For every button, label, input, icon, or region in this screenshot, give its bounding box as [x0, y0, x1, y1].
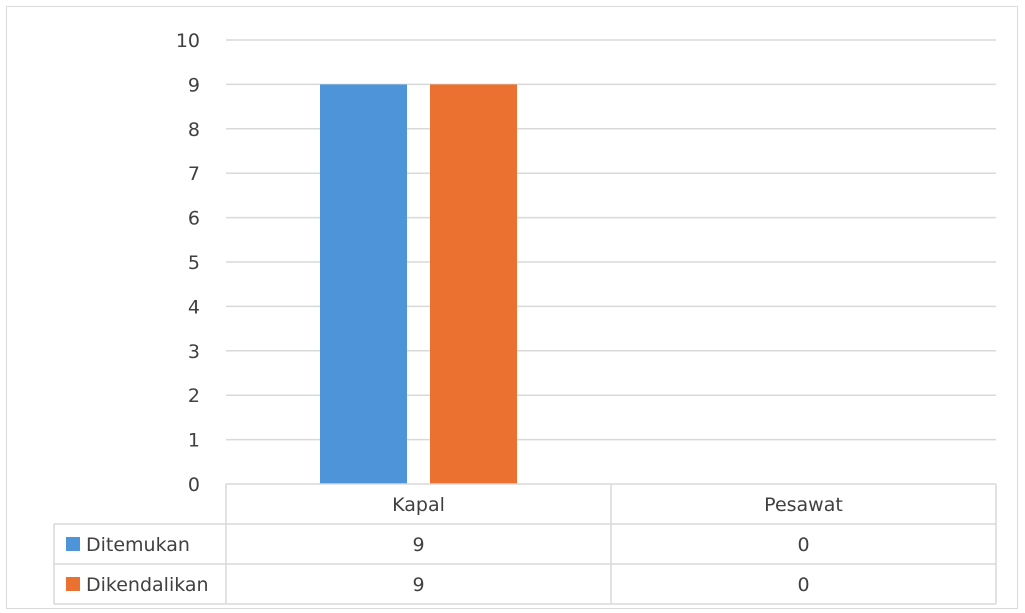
bars	[320, 84, 517, 485]
y-tick-label: 7	[188, 163, 200, 185]
y-tick-label: 10	[176, 30, 200, 52]
category-label: Kapal	[392, 494, 445, 516]
legend-key	[66, 537, 80, 551]
y-tick-label: 3	[188, 341, 200, 363]
y-tick-label: 4	[188, 296, 200, 318]
y-tick-label: 0	[188, 474, 200, 496]
y-tick-label: 8	[188, 119, 200, 141]
series-label: Ditemukan	[86, 534, 190, 556]
y-axis-ticks: 0 1 2 3 4 5 6 7 8 9 10	[176, 30, 200, 496]
table-cell-value: 9	[412, 534, 424, 556]
table-cell-value: 9	[412, 574, 424, 596]
bar-dikendalikan-kapal	[430, 84, 517, 485]
series-label: Dikendalikan	[86, 574, 209, 596]
y-tick-label: 6	[188, 208, 200, 230]
table-cell-value: 0	[797, 574, 809, 596]
table-cell-value: 0	[797, 534, 809, 556]
y-tick-label: 2	[188, 385, 200, 407]
data-table: Kapal Pesawat Ditemukan 9 0 Dikendalikan 9 0	[53, 483, 997, 605]
legend-key	[66, 577, 80, 591]
bar-ditemukan-kapal	[320, 84, 407, 485]
y-tick-label: 5	[188, 252, 200, 274]
category-label: Pesawat	[764, 494, 843, 516]
y-tick-label: 1	[188, 430, 200, 452]
y-tick-label: 9	[188, 74, 200, 96]
